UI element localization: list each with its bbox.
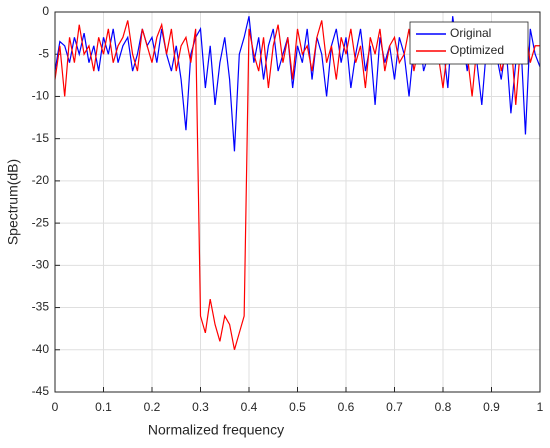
x-tick-label: 0.1 (95, 400, 112, 414)
y-tick-label: -15 (32, 131, 50, 145)
y-tick-label: -20 (32, 173, 50, 187)
x-tick-label: 0.5 (289, 400, 306, 414)
x-axis-label: Normalized frequency (148, 422, 284, 438)
plot-frame (54, 11, 541, 393)
y-tick-label: -25 (32, 215, 50, 229)
x-tick-label: 0 (52, 400, 59, 414)
legend-label: Optimized (450, 43, 504, 57)
x-tick-label: 0.3 (192, 400, 209, 414)
y-tick-label: -40 (32, 342, 50, 356)
y-tick-label: -30 (32, 258, 50, 272)
legend-box (409, 21, 529, 65)
y-tick-label: 0 (42, 4, 49, 18)
x-tick-label: 1 (537, 400, 544, 414)
x-tick-label: 0.8 (435, 400, 452, 414)
y-tick-label: -10 (32, 89, 50, 103)
x-tick-label: 0.6 (338, 400, 355, 414)
x-tick-label: 0.2 (144, 400, 161, 414)
y-tick-label: -35 (32, 300, 50, 314)
x-tick-label: 0.4 (241, 400, 258, 414)
legend-label: Original (450, 26, 491, 40)
y-axis-label: Spectrum(dB) (5, 159, 21, 245)
x-tick-label: 0.9 (483, 400, 500, 414)
y-tick-label: -5 (38, 46, 49, 60)
y-tick-label: -45 (32, 384, 50, 398)
x-tick-label: 0.7 (386, 400, 403, 414)
